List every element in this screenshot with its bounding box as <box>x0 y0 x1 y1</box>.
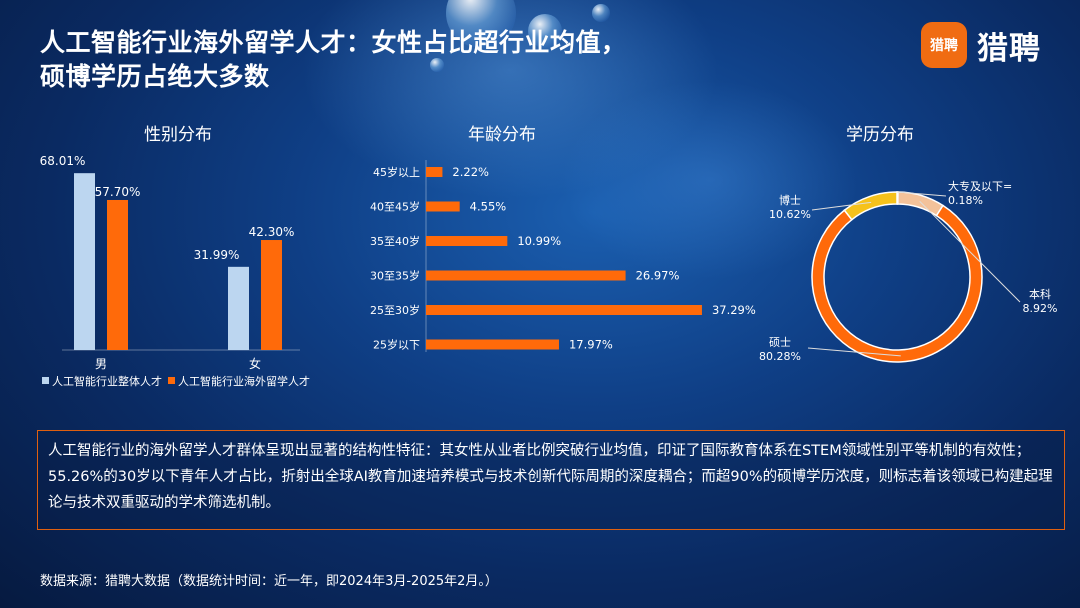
gender-data-label: 57.70% <box>95 185 141 199</box>
education-slice-value: 8.92% <box>1023 302 1058 315</box>
summary-box: 人工智能行业的海外留学人才群体呈现出显著的结构性特征：其女性从业者比例突破行业均… <box>37 430 1065 530</box>
gender-legend-swatch <box>42 377 49 384</box>
education-slice-value: 10.62% <box>769 208 811 221</box>
logo-icon-text: 猎聘 <box>930 38 958 54</box>
age-data-label: 4.55% <box>470 200 507 214</box>
gender-chart-title: 性别分布 <box>144 125 212 145</box>
title-line-1: 人工智能行业海外留学人才：女性占比超行业均值， <box>40 28 627 57</box>
education-slice-value: 0.18% <box>948 194 983 207</box>
age-category-label: 35至40岁 <box>370 234 420 248</box>
education-slice-value: 80.28% <box>759 350 801 363</box>
education-slice-name: 硕士 <box>769 336 791 349</box>
background-glow <box>300 0 720 200</box>
gender-bar <box>261 240 282 350</box>
brand-logo: 猎聘 猎聘 <box>921 22 1041 68</box>
gender-category-label: 女 <box>249 356 261 371</box>
logo-text: 猎聘 <box>977 30 1041 67</box>
education-slice-name: 大专及以下= <box>948 179 1012 193</box>
gender-category-label: 男 <box>95 357 107 371</box>
age-bar <box>426 201 460 212</box>
decorative-bubble <box>430 58 444 72</box>
education-donut-slice <box>843 191 898 221</box>
education-leader-line <box>897 191 947 197</box>
education-leader-line <box>919 200 1021 303</box>
gender-legend-label: 人工智能行业整体人才 <box>52 374 162 388</box>
age-category-label: 25岁以下 <box>373 338 420 352</box>
age-data-label: 10.99% <box>517 234 561 248</box>
age-bar <box>426 236 508 246</box>
background-glow <box>560 80 860 280</box>
age-data-label: 17.97% <box>569 338 613 352</box>
gender-data-label: 68.01% <box>40 154 86 168</box>
gender-data-label: 42.30% <box>249 225 295 239</box>
logo-icon: 猎聘 <box>921 22 967 68</box>
summary-text: 人工智能行业的海外留学人才群体呈现出显著的结构性特征：其女性从业者比例突破行业均… <box>48 443 1053 511</box>
age-category-label: 45岁以上 <box>373 165 420 179</box>
age-data-label: 37.29% <box>712 303 756 317</box>
gender-legend-label: 人工智能行业海外留学人才 <box>178 374 310 388</box>
age-category-label: 40至45岁 <box>370 200 420 214</box>
age-bar <box>426 305 702 315</box>
education-chart-title: 学历分布 <box>846 125 914 145</box>
age-data-label: 2.22% <box>452 165 489 179</box>
education-slice-name: 本科 <box>1029 287 1051 301</box>
gender-bar <box>107 199 128 350</box>
decorative-bubble <box>592 4 610 22</box>
education-leader-line <box>807 347 901 357</box>
gender-bar <box>74 173 95 350</box>
age-data-label: 26.97% <box>636 269 680 283</box>
age-bar <box>426 339 559 350</box>
education-leader-line <box>811 201 872 211</box>
age-category-label: 25至30岁 <box>370 303 420 317</box>
decorative-bubble <box>528 14 562 48</box>
education-slice-name: 博士 <box>779 194 801 207</box>
gender-data-label: 31.99% <box>194 248 240 262</box>
age-category-label: 30至35岁 <box>370 269 420 283</box>
gender-legend-swatch <box>168 377 175 384</box>
education-donut-slice <box>811 204 983 363</box>
age-bar <box>426 167 443 177</box>
gender-bar <box>228 266 249 350</box>
age-chart-title: 年龄分布 <box>468 125 536 145</box>
title-line-2: 硕博学历占绝大多数 <box>40 62 270 91</box>
data-source: 数据来源：猎聘大数据（数据统计时间：近一年，即2024年3月-2025年2月。） <box>40 574 498 589</box>
age-bar <box>426 270 626 281</box>
page-title: 人工智能行业海外留学人才：女性占比超行业均值， 硕博学历占绝大多数 <box>40 26 627 94</box>
